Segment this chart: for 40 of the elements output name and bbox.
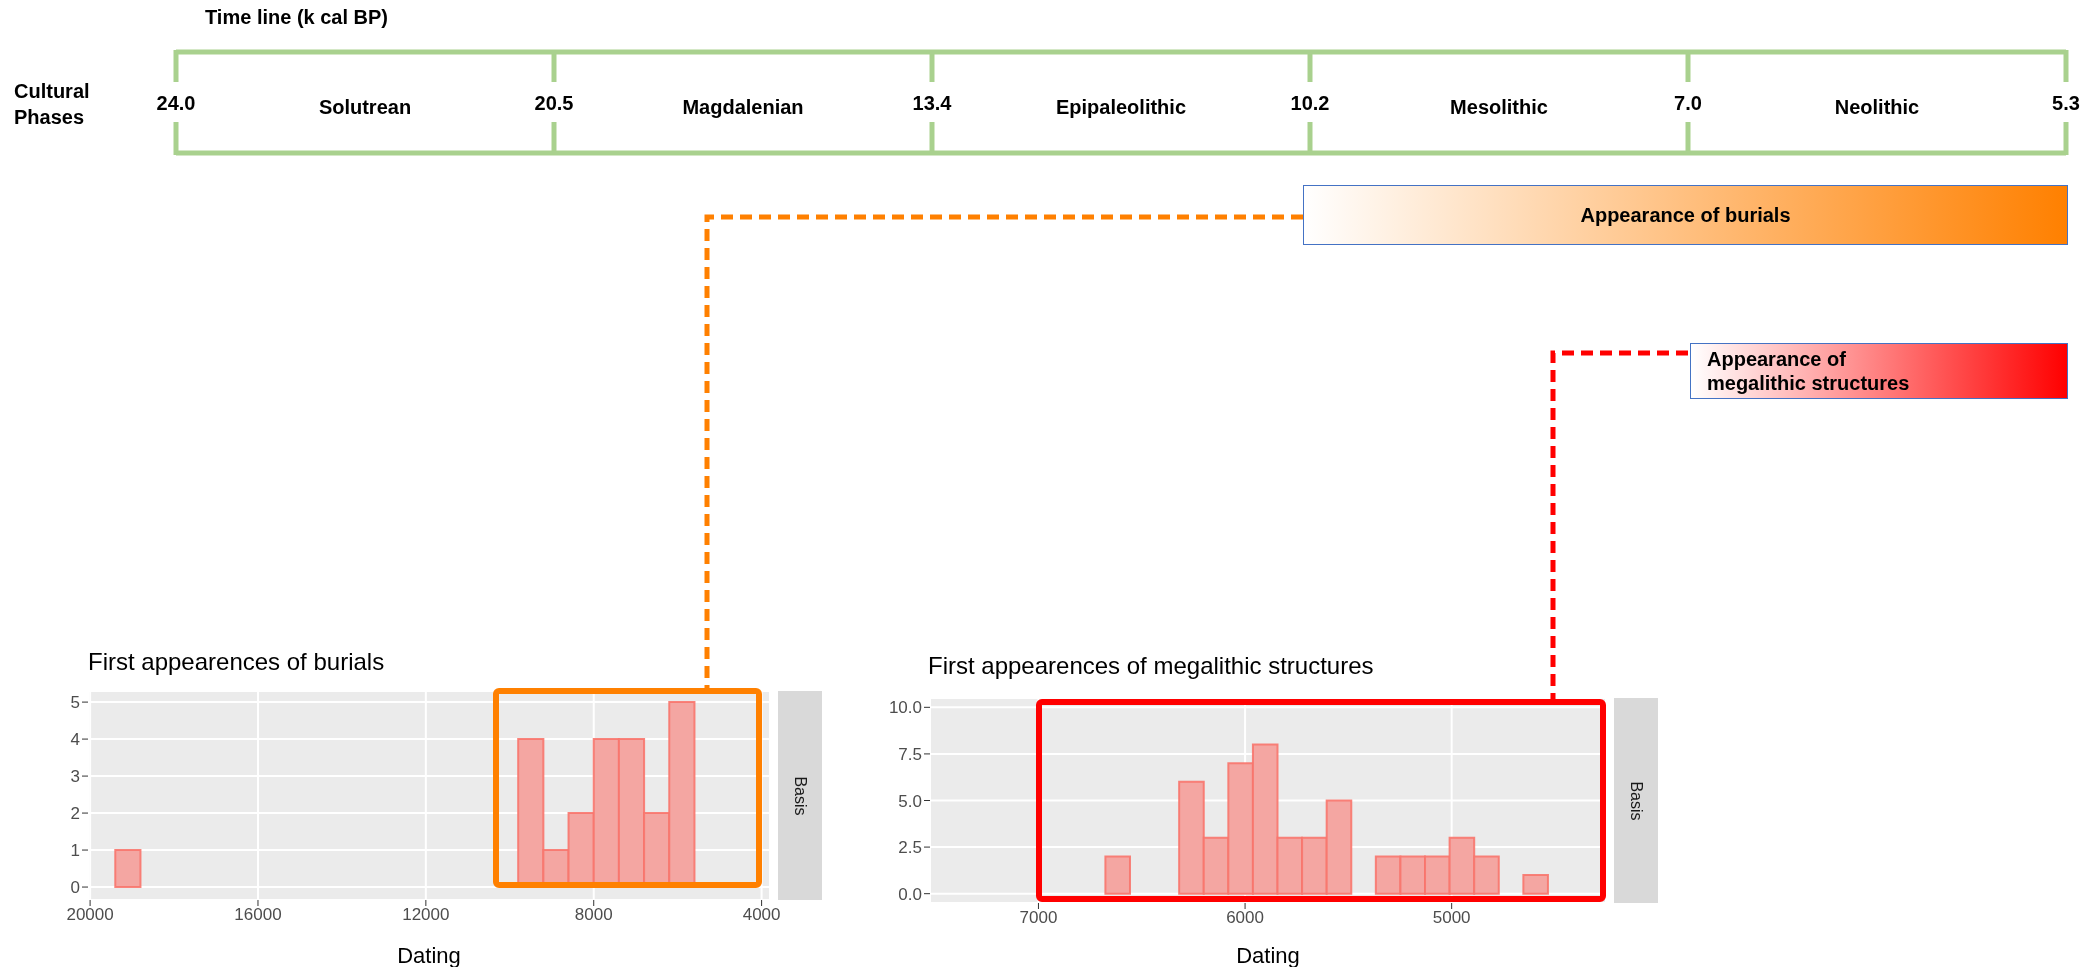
- x-tick-label: 20000: [66, 905, 114, 925]
- text: 13.4: [912, 92, 953, 114]
- x-tick-label: 7000: [1019, 908, 1058, 928]
- y-tick-label: 3: [70, 767, 80, 787]
- y-tick-label: 7.5: [898, 744, 922, 764]
- y-tick-label: 0.0: [898, 884, 922, 904]
- y-tick-label: 5.0: [898, 791, 922, 811]
- category-label: Solutrean: [318, 96, 412, 118]
- category-label: Mesolithic: [1450, 96, 1548, 118]
- y-tick-label: 0: [70, 878, 80, 898]
- chart-title: First appearences of megalithic structures: [928, 652, 1374, 680]
- text: 24.0: [156, 92, 196, 114]
- y-tick-label: 10.0: [888, 698, 922, 718]
- gradient-box: Appearance of megalithic structures: [1690, 343, 2068, 399]
- category-label: Magdalenian: [682, 96, 804, 118]
- x-tick-label: 5000: [1432, 908, 1471, 928]
- text: Time line (k cal BP): [205, 6, 389, 28]
- gradient-box: Appearance of burials: [1303, 185, 2068, 245]
- text: 5.3: [2052, 92, 2080, 114]
- category-label: Epipaleolithic: [1055, 96, 1187, 118]
- y-tick-label: 2: [70, 804, 80, 824]
- text: 20.5: [534, 92, 574, 114]
- text: 7.0: [1674, 92, 1702, 114]
- x-tick-label: 8000: [574, 905, 613, 925]
- y-tick-label: 2.5: [898, 838, 922, 858]
- x-axis-title: Dating: [397, 943, 461, 967]
- x-tick-label: 6000: [1226, 908, 1264, 928]
- x-tick-label: 16000: [234, 905, 282, 925]
- text: Basis: [1627, 780, 1645, 821]
- y-tick-label: 1: [70, 841, 80, 861]
- x-tick-label: 12000: [402, 905, 450, 925]
- x-axis-title: Dating: [1236, 943, 1300, 967]
- y-tick-label: 4: [70, 730, 80, 750]
- category-label: Neolithic: [1834, 96, 1920, 118]
- text: Cultural Phases: [14, 79, 91, 130]
- text: Basis: [791, 775, 809, 816]
- x-tick-label: 4000: [742, 905, 781, 925]
- text: 10.2: [1290, 92, 1330, 114]
- chart-title: First appearences of burials: [88, 648, 385, 676]
- y-tick-label: 5: [70, 693, 80, 713]
